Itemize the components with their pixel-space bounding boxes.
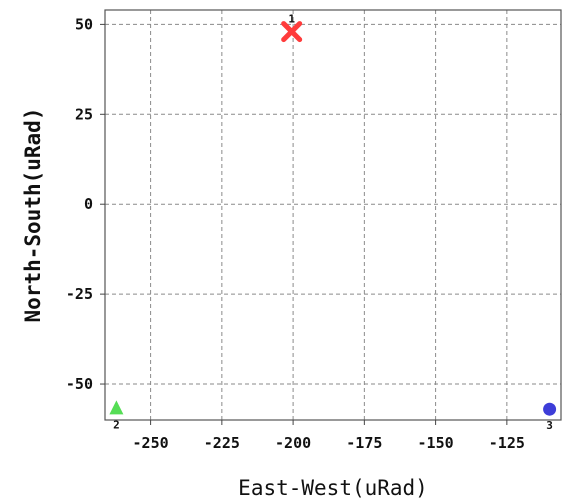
circle-data-point: 3 [543, 402, 557, 432]
x-tick-label: -250 [133, 434, 169, 452]
x-axis-ticks: -250 -225 -200 -175 -150 -125 [133, 420, 525, 452]
grid-layer [105, 10, 561, 420]
y-tick-label: 50 [75, 15, 93, 33]
plot-frame [104, 9, 562, 421]
x-tick-label: -200 [275, 434, 311, 452]
x-axis-title: East-West(uRad) [238, 476, 428, 500]
triangle-data-point: 2 [109, 400, 124, 431]
points-layer: 1 2 3 [109, 13, 557, 432]
x-data-point: 1 [281, 13, 303, 43]
y-tick-label: -25 [66, 285, 93, 303]
y-tick-label: -50 [66, 375, 93, 393]
x-tick-label: -225 [204, 434, 240, 452]
x-tick-label: -125 [489, 434, 525, 452]
point-label: 1 [288, 13, 295, 26]
point-label: 2 [113, 418, 120, 431]
y-tick-label: 25 [75, 105, 93, 123]
x-tick-label: -150 [418, 434, 454, 452]
x-tick-label: -175 [346, 434, 382, 452]
point-label: 3 [546, 419, 553, 432]
y-tick-label: 0 [84, 195, 93, 213]
y-axis-ticks: 50 25 0 -25 -50 [66, 15, 105, 393]
y-axis-title: North-South(uRad) [21, 108, 45, 323]
